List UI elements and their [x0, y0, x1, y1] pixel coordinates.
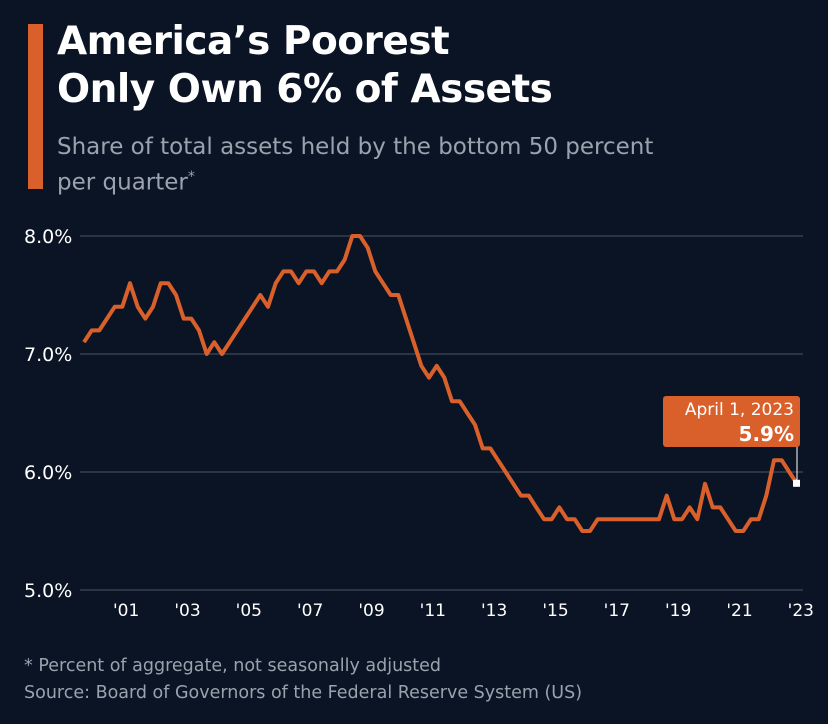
- accent-bar: [28, 24, 43, 189]
- x-tick-label: '07: [297, 601, 323, 621]
- data-line: [82, 234, 799, 533]
- subtitle-text: per quarter: [57, 169, 188, 196]
- x-tick-label: '19: [665, 601, 691, 621]
- x-tick-label: '09: [358, 601, 384, 621]
- x-tick-label: '17: [604, 601, 630, 621]
- x-tick-label: '21: [726, 601, 752, 621]
- footnote: * Percent of aggregate, not seasonally a…: [24, 656, 442, 676]
- x-tick-label: '01: [113, 601, 139, 621]
- subtitle-line-2: per quarter*: [57, 162, 653, 198]
- y-tick-label: 8.0%: [24, 226, 72, 248]
- x-tick-label: '11: [420, 601, 446, 621]
- subtitle-line-1: Share of total assets held by the bottom…: [57, 134, 654, 160]
- last-point-marker: [793, 479, 800, 487]
- title-line-2: Only Own 6% of Assets: [57, 67, 553, 112]
- x-tick-label: '05: [236, 601, 262, 621]
- annotation-box: [663, 396, 800, 447]
- annotation-value: 5.9%: [739, 422, 794, 446]
- x-tick-label: '23: [788, 601, 814, 621]
- y-tick-label: 6.0%: [24, 462, 72, 484]
- y-tick-label: 5.0%: [24, 580, 72, 602]
- chart-subtitle: Share of total assets held by the bottom…: [57, 132, 653, 198]
- chart-title: America’s Poorest Only Own 6% of Assets: [57, 18, 553, 114]
- subtitle-footnote-mark: *: [187, 169, 195, 185]
- title-line-1: America’s Poorest: [57, 19, 450, 64]
- x-tick-label: '13: [481, 601, 507, 621]
- source: Source: Board of Governors of the Federa…: [24, 683, 583, 703]
- annotation-date: April 1, 2023: [685, 400, 794, 420]
- x-tick-label: '15: [542, 601, 568, 621]
- x-tick-label: '03: [174, 601, 200, 621]
- y-tick-label: 7.0%: [24, 344, 72, 366]
